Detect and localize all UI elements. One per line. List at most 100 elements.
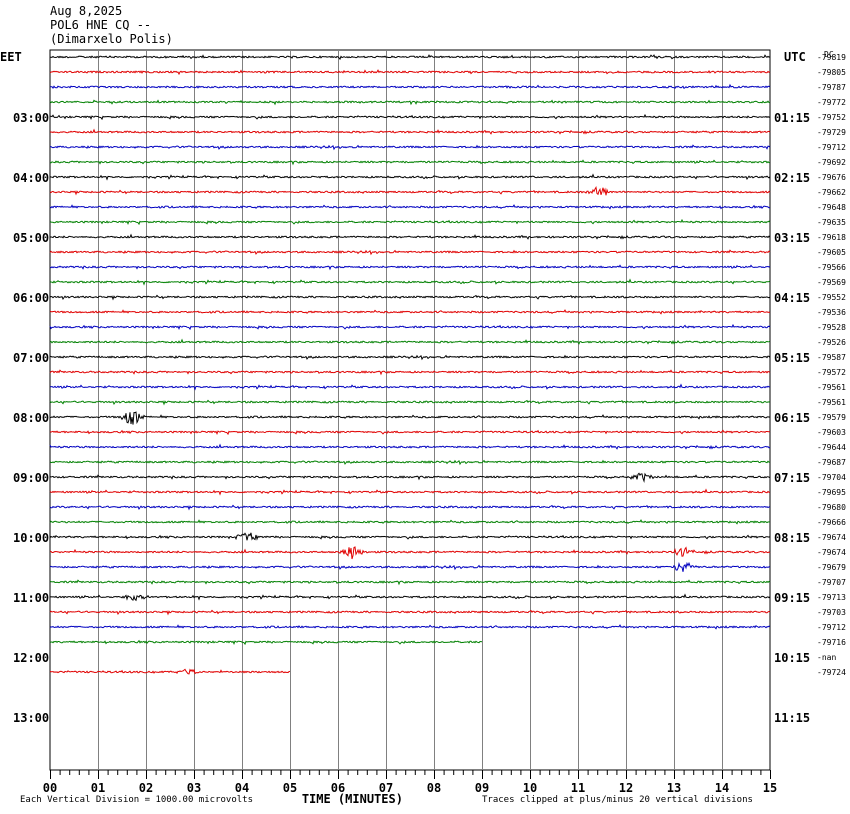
dc-offset-label: -79687 [817,458,846,467]
right-time-label: 01:15 [774,111,810,125]
left-time-label: 04:00 [13,171,49,185]
trace-line [49,309,771,315]
trace-line [49,173,771,181]
x-tick-label: 06 [331,781,345,795]
date-label: Aug 8,2025 [50,4,123,18]
dc-offset-label: -79805 [817,68,846,77]
dc-offset-label: -79752 [817,113,846,122]
right-time-label: 11:15 [774,711,810,725]
dc-offset-label: -nan [817,653,836,662]
trace-line [49,185,771,196]
dc-offset-label: -79605 [817,248,846,257]
x-tick-label: 07 [379,781,393,795]
x-axis-title: TIME (MINUTES) [302,792,403,806]
x-tick-label: 00 [43,781,57,795]
dc-offset-label: -79528 [817,323,846,332]
dc-offset-label: -79644 [817,443,846,452]
dc-offset-label: -79674 [817,533,846,542]
dc-offset-label: -79676 [817,173,846,182]
dc-offset-label: -79716 [817,638,846,647]
trace-line [49,561,771,572]
x-tick-label: 05 [283,781,297,795]
trace-line [49,443,771,450]
x-tick-label: 08 [427,781,441,795]
right-time-label: 02:15 [774,171,810,185]
station-label: POL6 HNE CQ -- [50,18,152,32]
trace-line [49,144,771,151]
x-tick-label: 11 [571,781,585,795]
right-time-label: 07:15 [774,471,810,485]
trace-line [49,429,771,436]
dc-offset-label: -79569 [817,278,846,287]
trace-line [49,532,771,541]
x-tick-label: 12 [619,781,633,795]
right-time-label: 08:15 [774,531,810,545]
right-timezone-label: UTC [784,50,806,64]
dc-offset-label: -79526 [817,338,846,347]
left-time-label: 06:00 [13,291,49,305]
x-tick-label: 14 [715,781,729,795]
trace-line [49,264,771,271]
trace-line [49,233,771,240]
dc-label: DC [824,50,834,59]
dc-offset-label: -79572 [817,368,846,377]
dc-offset-label: -79787 [817,83,846,92]
dc-offset-label: -79662 [817,188,846,197]
trace-line [49,323,771,331]
dc-offset-label: -79552 [817,293,846,302]
clip-note: Traces clipped at plus/minus 20 vertical… [482,795,753,805]
dc-offset-label: -79695 [817,488,846,497]
left-time-label: 08:00 [13,411,49,425]
x-tick-label: 13 [667,781,681,795]
dc-offset-label: -79713 [817,593,846,602]
trace-line [49,399,771,406]
dc-offset-label: -79579 [817,413,846,422]
right-time-label: 03:15 [774,231,810,245]
dc-offset-label: -79666 [817,518,846,527]
x-tick-label: 15 [763,781,777,795]
dc-offset-label: -79724 [817,668,846,677]
trace-line [49,159,770,166]
trace-line [49,249,771,256]
dc-offset-label: -79566 [817,263,846,272]
x-tick-label: 04 [235,781,249,795]
trace-line [49,504,771,511]
trace-line [49,593,771,602]
right-time-label: 06:15 [774,411,810,425]
trace-line [49,546,771,560]
x-tick-label: 10 [523,781,537,795]
trace-line [49,668,291,675]
trace-line [49,609,771,616]
trace-line [49,128,771,135]
left-timezone-label: EET [0,50,22,64]
trace-line [49,294,771,301]
dc-offset-label: -79704 [817,473,846,482]
dc-offset-label: -79712 [817,143,846,152]
dc-offset-label: -79819 [817,53,846,62]
trace-line [49,99,771,106]
dc-offset-label: -79729 [817,128,846,137]
dc-offset-label: -79536 [817,308,846,317]
left-time-label: 12:00 [13,651,49,665]
left-time-label: 13:00 [13,711,49,725]
left-time-label: 07:00 [13,351,49,365]
x-tick-label: 09 [475,781,489,795]
trace-line [49,83,771,90]
x-tick-label: 01 [91,781,105,795]
right-time-label: 09:15 [774,591,810,605]
dc-offset-label: -79679 [817,563,846,572]
left-time-label: 03:00 [13,111,49,125]
left-time-label: 11:00 [13,591,49,605]
dc-offset-label: -79707 [817,578,846,587]
trace-line [49,218,771,226]
dc-offset-label: -79618 [817,233,846,242]
dc-offset-label: -79648 [817,203,846,212]
trace-line [49,519,770,525]
trace-line [49,472,771,483]
dc-offset-label: -79674 [817,548,846,557]
left-time-label: 09:00 [13,471,49,485]
dc-offset-label: -79603 [817,428,846,437]
trace-line [49,383,771,391]
trace-line [50,54,771,61]
